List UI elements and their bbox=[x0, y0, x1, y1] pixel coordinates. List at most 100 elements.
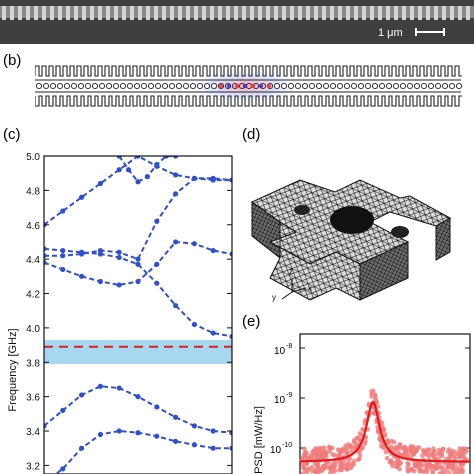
psd-point bbox=[384, 455, 390, 461]
band-diagram: Frequency [GHz] 3.2 3.4 3.6 3.8 4.0 4.2 4.4 4.6… bbox=[7, 152, 233, 474]
psd-point bbox=[300, 463, 306, 469]
psd-point bbox=[362, 441, 367, 447]
band-point bbox=[79, 273, 85, 279]
psd-point bbox=[452, 471, 457, 474]
band-point bbox=[173, 438, 179, 444]
psd-tick-base: 10 bbox=[270, 445, 282, 456]
psd-point bbox=[302, 446, 307, 452]
psd-point bbox=[388, 458, 394, 464]
band-point bbox=[173, 191, 179, 197]
band-point bbox=[135, 179, 141, 185]
psd-point bbox=[440, 469, 446, 474]
psd-tick-2: 10 -9 bbox=[274, 392, 292, 406]
psd-point bbox=[396, 450, 401, 455]
psd-point bbox=[440, 446, 446, 452]
psd-point bbox=[333, 460, 339, 465]
panel-label-b: (b) bbox=[3, 52, 22, 69]
psd-point bbox=[332, 452, 337, 458]
psd-point bbox=[348, 445, 354, 450]
psd-point bbox=[451, 455, 457, 460]
psd-point bbox=[427, 462, 432, 468]
psd-point bbox=[317, 450, 323, 456]
psd-point bbox=[383, 449, 389, 455]
band-point bbox=[44, 259, 47, 266]
psd-point bbox=[445, 464, 451, 470]
band-point bbox=[191, 423, 197, 429]
panel-label-c: (c) bbox=[3, 126, 21, 143]
band-point bbox=[79, 194, 85, 200]
band-point bbox=[191, 321, 197, 328]
band-point bbox=[116, 156, 122, 159]
mesh-center-hole bbox=[330, 206, 374, 234]
psd-tick-base: 10 bbox=[274, 395, 286, 406]
axis-triad: z x y bbox=[272, 267, 312, 302]
psd-point bbox=[303, 468, 308, 473]
cavity-geometry bbox=[35, 65, 463, 107]
band-point bbox=[79, 392, 85, 398]
cavity-band bbox=[44, 339, 232, 364]
band-point bbox=[97, 247, 103, 254]
band-point bbox=[116, 249, 122, 255]
band-point bbox=[154, 218, 160, 224]
band-point bbox=[210, 177, 216, 183]
scale-bar-label: 1 μm bbox=[378, 27, 403, 39]
band-point bbox=[154, 161, 160, 168]
psd-frame bbox=[299, 333, 471, 474]
band-point bbox=[173, 414, 179, 420]
band-point bbox=[97, 383, 103, 389]
sem-texture bbox=[0, 0, 474, 44]
axis-y-label: y bbox=[272, 293, 276, 302]
y-tick-label: 3.8 bbox=[26, 358, 40, 369]
band-point bbox=[229, 177, 232, 183]
psd-point bbox=[380, 424, 385, 429]
band-point bbox=[173, 156, 179, 159]
psd-point bbox=[382, 431, 388, 437]
band-point bbox=[116, 428, 122, 434]
band-point bbox=[126, 167, 132, 173]
band-point bbox=[210, 428, 216, 434]
band-point bbox=[135, 394, 141, 400]
psd-point bbox=[438, 465, 443, 470]
band-point bbox=[229, 251, 232, 257]
psd-point bbox=[351, 439, 357, 444]
y-tick-label: 4.8 bbox=[26, 186, 40, 197]
psd-point bbox=[407, 449, 413, 455]
psd-point bbox=[445, 449, 451, 454]
psd-point bbox=[417, 469, 423, 474]
psd-point bbox=[380, 444, 385, 450]
psd-point bbox=[330, 445, 335, 451]
scale-bar bbox=[415, 31, 445, 33]
band-point bbox=[154, 261, 160, 267]
band-point bbox=[116, 385, 122, 391]
band-point bbox=[135, 430, 141, 436]
psd-plot: PSD [mW/Hz] 10 -8 10 -9 10 -10 bbox=[253, 333, 471, 474]
band-point bbox=[44, 423, 47, 429]
band-point bbox=[154, 280, 160, 286]
psd-tick-base: 10 bbox=[274, 346, 286, 357]
psd-point bbox=[404, 449, 409, 455]
band-point bbox=[60, 208, 66, 214]
band-point bbox=[173, 302, 179, 309]
y-tick-label: 3.2 bbox=[26, 461, 40, 472]
psd-point bbox=[360, 426, 365, 432]
psd-point bbox=[436, 447, 442, 453]
band-point bbox=[173, 172, 179, 178]
y-tick-label: 3.6 bbox=[26, 393, 40, 404]
psd-fit-curve bbox=[300, 400, 470, 463]
psd-point bbox=[421, 448, 426, 453]
band-point bbox=[173, 239, 179, 245]
psd-point bbox=[431, 446, 436, 451]
psd-point bbox=[439, 453, 445, 458]
psd-point bbox=[430, 469, 436, 474]
psd-point bbox=[303, 454, 308, 460]
band-point bbox=[97, 431, 103, 438]
psd-tick-1: 10 -8 bbox=[274, 343, 292, 357]
band-line bbox=[54, 429, 232, 474]
band-point bbox=[116, 254, 122, 261]
psd-point bbox=[450, 465, 456, 471]
psd-point bbox=[345, 450, 351, 455]
psd-point bbox=[344, 446, 350, 451]
psd-point bbox=[369, 389, 374, 394]
psd-point bbox=[404, 453, 410, 459]
sem-image bbox=[0, 0, 474, 44]
